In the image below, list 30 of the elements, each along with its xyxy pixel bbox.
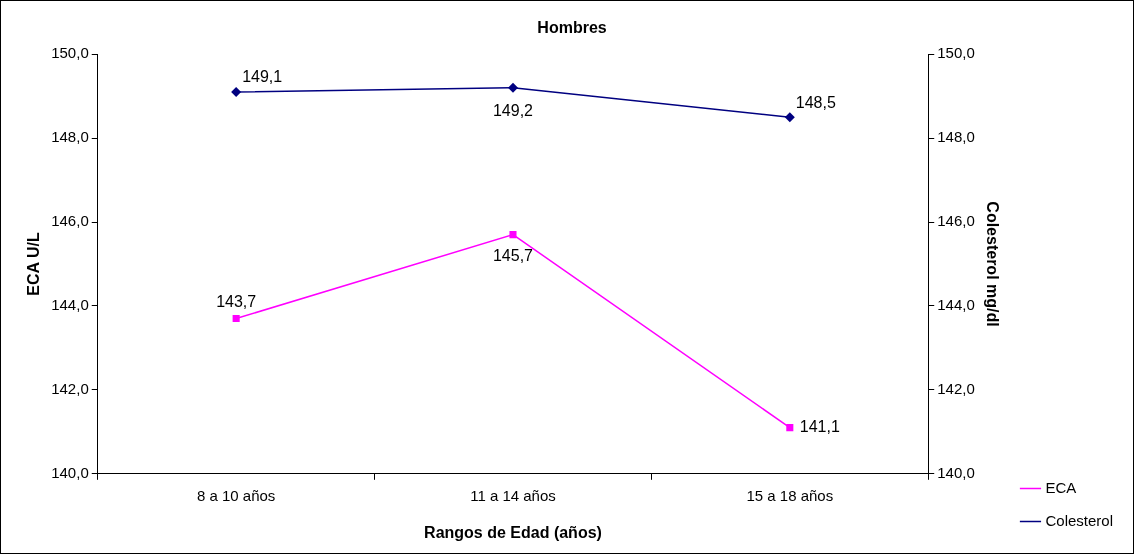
point (786, 424, 794, 432)
x-tick-label: 15 a 18 años (746, 486, 834, 504)
y2-axis-title: Colesterol mg/dl (983, 201, 1001, 327)
y2-tick-label: 142,0 (937, 380, 975, 398)
y-tick-label: 142,0 (51, 380, 89, 398)
data-label: 149,2 (492, 102, 534, 120)
y2-tick-label: 140,0 (937, 463, 975, 481)
point (509, 231, 517, 239)
x-axis-title: Rangos de Edad (años) (424, 523, 602, 541)
data-label: 141,1 (799, 418, 840, 436)
y2-tick-label: 144,0 (937, 296, 975, 314)
y-tick-label: 148,0 (51, 128, 89, 146)
data-label: 148,5 (795, 93, 836, 111)
x-tick-label: 8 a 10 años (196, 486, 276, 504)
y2-tick-label: 150,0 (937, 44, 975, 62)
y-tick-label: 144,0 (51, 296, 89, 314)
y2-tick-label: 148,0 (937, 128, 975, 146)
data-label: 145,7 (492, 247, 534, 265)
y2-tick-label: 146,0 (937, 212, 975, 230)
y-tick-label: 146,0 (51, 212, 89, 230)
point (232, 315, 240, 323)
chart-title: Hombres (537, 19, 607, 37)
data-label: 143,7 (216, 292, 257, 310)
legend-label: Colesterol (1045, 511, 1113, 529)
y-tick-label: 140,0 (51, 463, 89, 481)
legend-label: ECA (1045, 478, 1077, 496)
x-tick-label: 11 a 14 años (470, 486, 556, 504)
y-tick-label: 150,0 (51, 44, 89, 62)
y-axis-title: ECA U/L (25, 232, 43, 296)
data-label: 149,1 (242, 68, 283, 86)
